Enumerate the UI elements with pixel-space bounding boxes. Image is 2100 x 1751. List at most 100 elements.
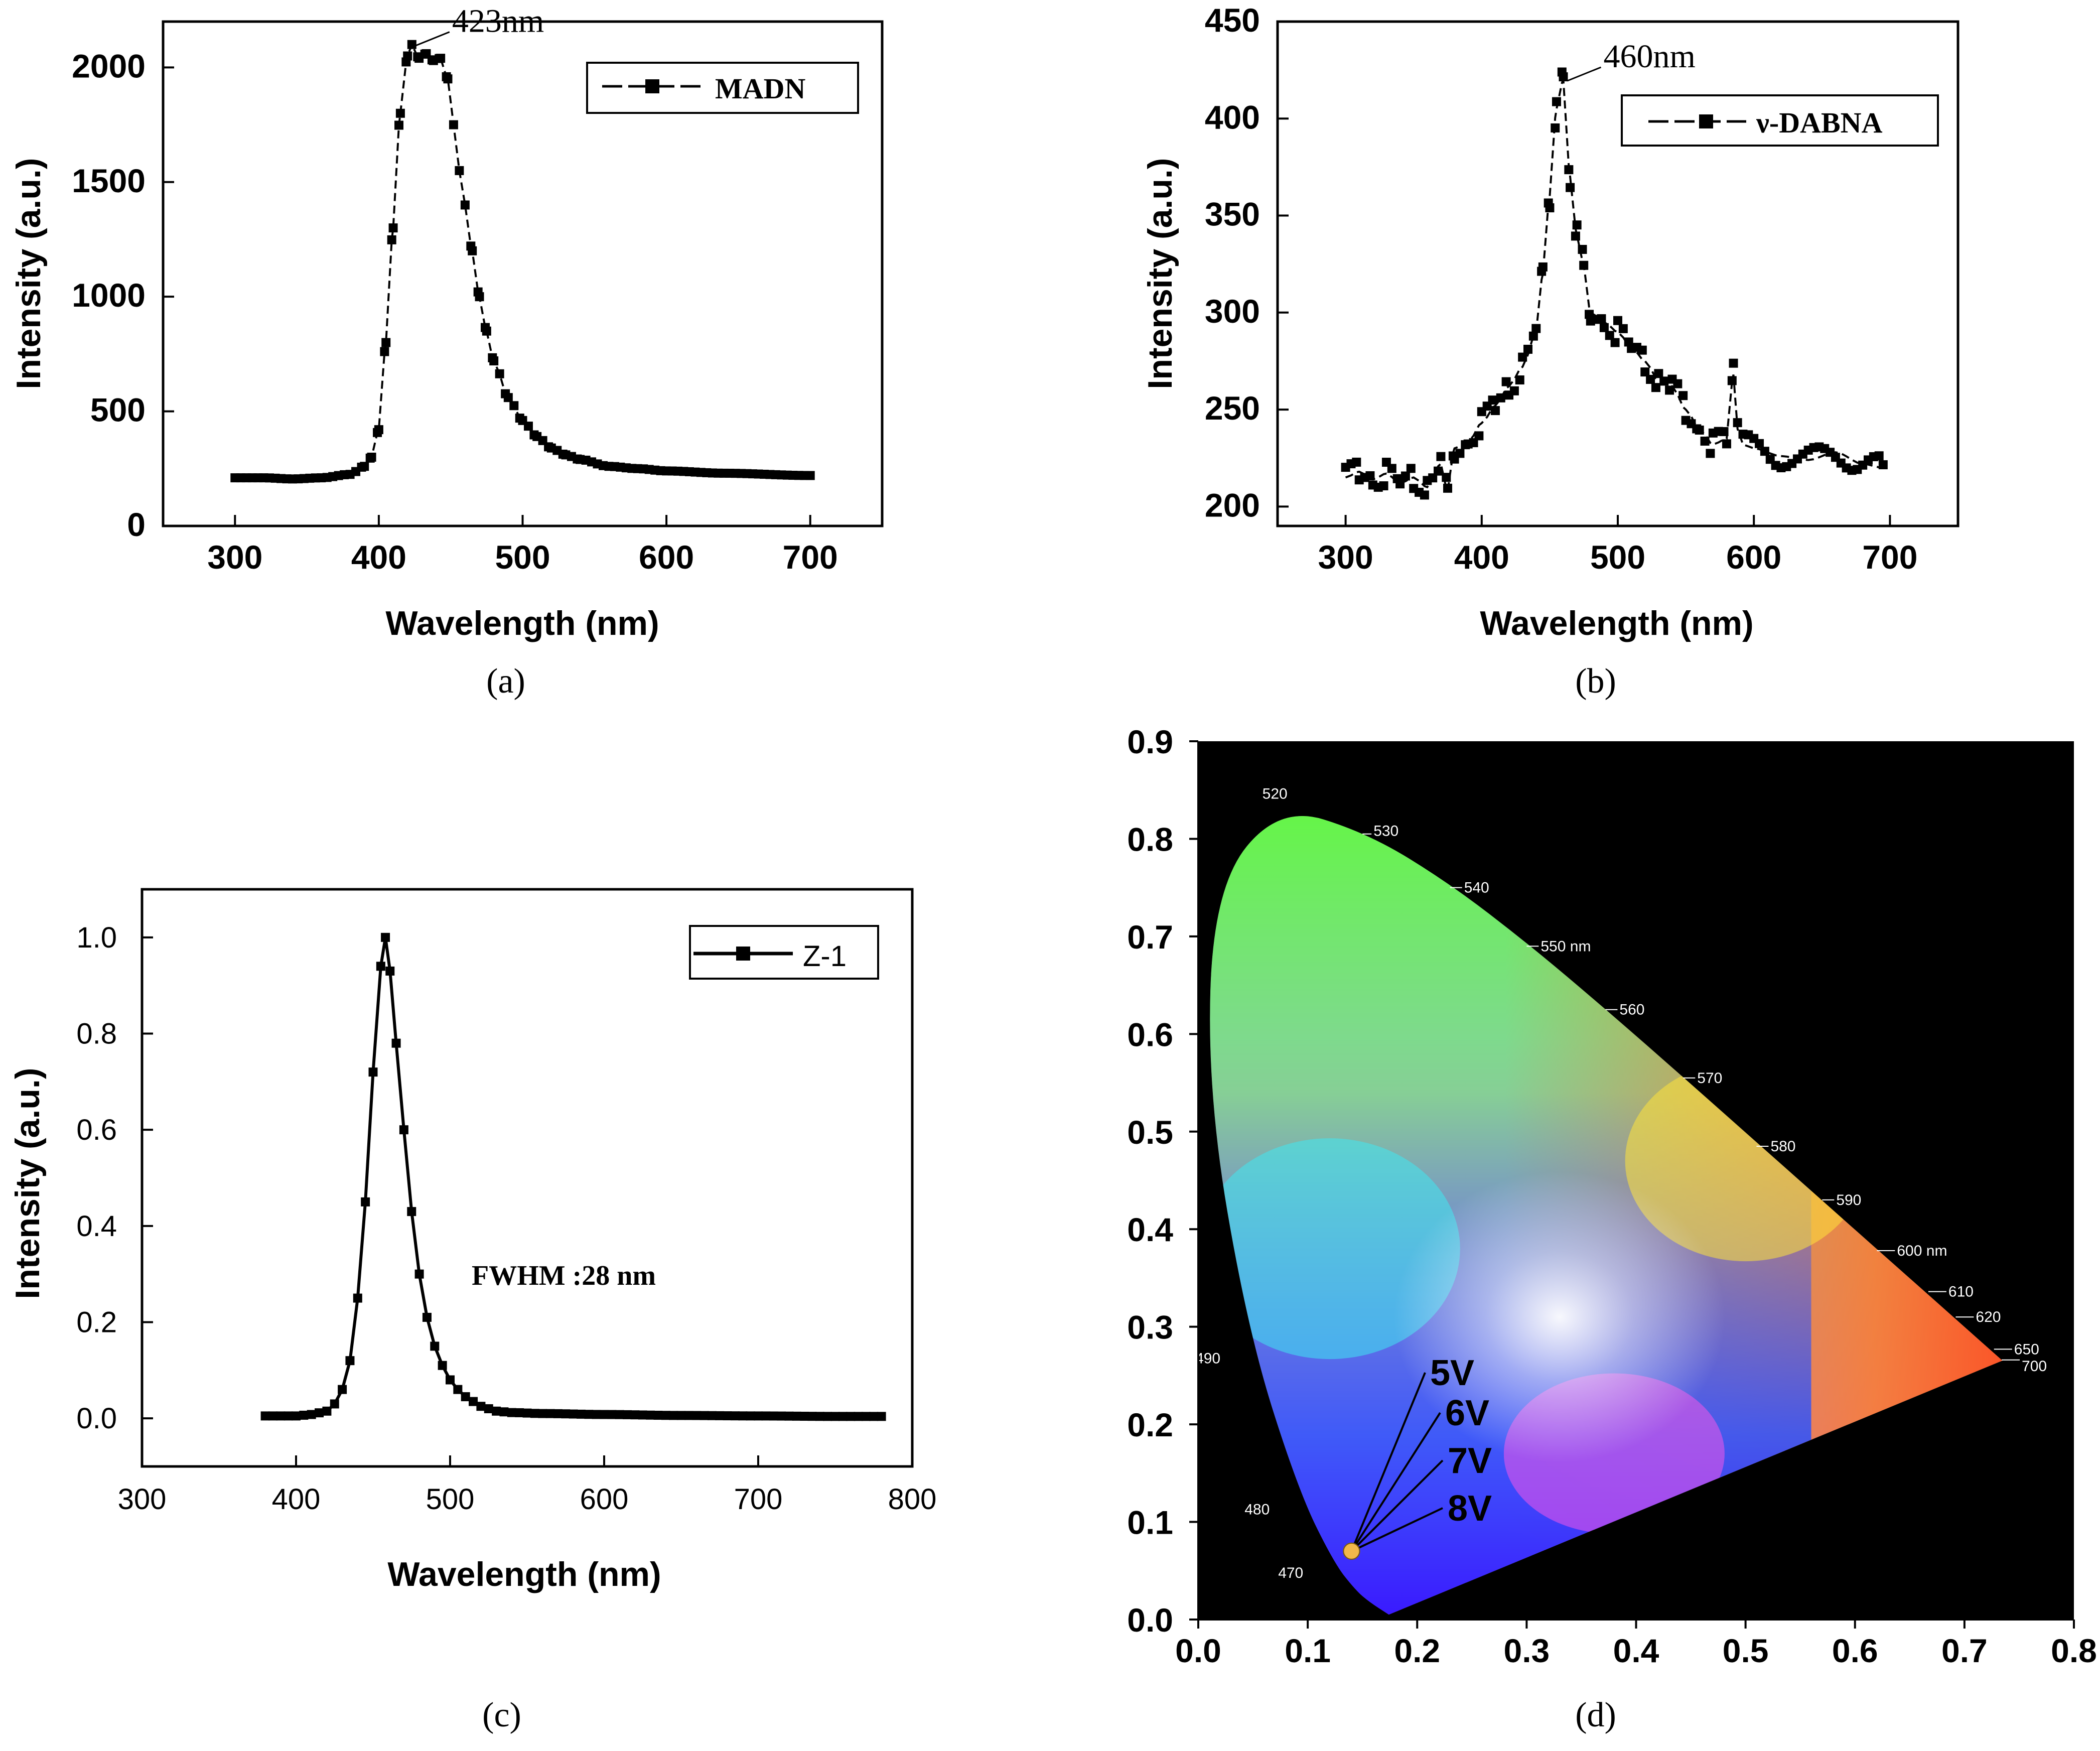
b-data-point: [1365, 471, 1375, 480]
c-data-point: [861, 1412, 871, 1421]
b-data-point: [1496, 393, 1505, 402]
c-data-point: [723, 1411, 732, 1421]
a-data-point: [449, 120, 458, 129]
c-y-tick-label: 0.2: [76, 1306, 117, 1339]
b-data-point: [1566, 183, 1575, 192]
b-data-point: [1469, 438, 1478, 448]
c-data-point: [784, 1411, 794, 1421]
c-data-point: [715, 1411, 725, 1420]
panel-b-legend-marker: [1699, 114, 1713, 128]
panel-c-legend-label: Z-1: [803, 940, 847, 973]
a-data-point: [475, 292, 484, 302]
c-data-point: [330, 1399, 339, 1409]
c-data-point: [553, 1409, 563, 1418]
wavelength-label: 610: [1948, 1284, 1974, 1300]
c-y-tick-label: 0.0: [76, 1402, 117, 1435]
c-data-point: [607, 1410, 617, 1419]
b-y-tick-label: 400: [1205, 98, 1260, 136]
wavelength-label: 520: [1263, 785, 1288, 802]
panel-b-peak-annotation: 460nm: [1604, 38, 1696, 75]
a-data-point: [380, 347, 389, 356]
panel-c-fwhm-annotation: FWHM :28 nm: [472, 1260, 656, 1291]
d-x-tick-label: 0.6: [1832, 1632, 1878, 1669]
b-data-point: [1474, 431, 1484, 441]
b-data-point: [1455, 449, 1465, 458]
a-data-point: [367, 452, 376, 462]
c-data-point: [738, 1411, 748, 1421]
b-data-point: [1646, 374, 1655, 384]
c-data-point: [815, 1412, 824, 1421]
c-data-point: [476, 1402, 486, 1411]
c-data-point: [877, 1412, 886, 1421]
panel-a-chart: 300 400 500 600 700 0 500 1000 1500 2000 423nm MA…: [10, 3, 884, 701]
c-data-point: [361, 1197, 370, 1206]
panel-a-caption: (a): [486, 662, 525, 701]
d-y-tick-label: 0.8: [1127, 821, 1173, 858]
d-x-tick-label: 0.0: [1175, 1632, 1221, 1669]
b-y-tick-label: 250: [1205, 389, 1260, 427]
a-y-tick-label: 1500: [72, 162, 146, 199]
d-x-tick-label: 0.3: [1504, 1632, 1550, 1669]
gamut-white-point-glow: [1393, 1171, 1725, 1463]
c-data-point: [584, 1410, 594, 1419]
a-y-tick-label: 500: [90, 391, 146, 429]
d-y-tick-label: 0.6: [1127, 1016, 1173, 1053]
b-data-point: [1528, 331, 1538, 341]
b-data-point: [1733, 418, 1742, 428]
c-data-point: [407, 1207, 416, 1217]
c-data-point: [530, 1409, 539, 1418]
c-data-point: [345, 1356, 355, 1366]
a-data-point: [489, 356, 499, 366]
b-data-point: [1654, 369, 1663, 378]
c-x-tick-label: 700: [734, 1483, 783, 1516]
panel-c-y-axis-label: Intensity (a.u.): [9, 1068, 47, 1299]
b-y-tick-label: 450: [1205, 2, 1260, 39]
panel-a-y-axis-label: Intensity (a.u.): [10, 158, 48, 389]
b-data-point: [1878, 460, 1888, 470]
b-data-point: [1755, 439, 1764, 448]
panel-c-caption: (c): [482, 1696, 521, 1734]
c-x-tick-label: 600: [580, 1483, 629, 1516]
c-data-point: [676, 1411, 686, 1420]
b-data-point: [1613, 316, 1622, 325]
panel-a-peak-arrow: [415, 31, 450, 47]
c-data-point: [376, 962, 385, 971]
d-y-tick-label: 0.1: [1127, 1504, 1173, 1541]
c-data-point: [430, 1341, 440, 1351]
a-data-point: [455, 166, 464, 175]
c-data-point: [315, 1408, 324, 1418]
b-data-point: [1531, 324, 1541, 333]
c-data-point: [484, 1404, 493, 1413]
b-data-point: [1719, 427, 1729, 436]
panel-d-caption: (d): [1575, 1696, 1616, 1734]
b-data-point: [1436, 452, 1446, 461]
c-data-point: [561, 1409, 571, 1419]
c-data-point: [268, 1411, 277, 1421]
b-x-tick-label: 500: [1590, 538, 1645, 576]
b-data-point: [1729, 358, 1738, 368]
c-data-point: [545, 1409, 555, 1418]
b-data-point: [1406, 464, 1416, 473]
d-x-tick-label: 0.1: [1285, 1632, 1331, 1669]
c-data-point: [276, 1411, 286, 1421]
a-x-tick-label: 500: [495, 538, 550, 576]
a-data-point: [460, 200, 470, 210]
d-x-tick-label: 0.5: [1723, 1632, 1769, 1669]
a-data-point: [503, 393, 513, 402]
a-data-point: [394, 120, 404, 130]
c-data-point: [777, 1411, 786, 1421]
voltage-label: 6V: [1445, 1393, 1489, 1433]
panel-a-peak-annotation: 423nm: [452, 3, 544, 40]
a-x-tick-label: 400: [351, 538, 406, 576]
panel-a-series-points: [230, 40, 815, 484]
b-x-tick-label: 300: [1318, 538, 1373, 576]
panel-c-chart: 300 400 500 600 700 800 0.0 0.2 0.4 0.6 0.8 1.0 Z-1…: [9, 888, 936, 1734]
d-y-tick-label: 0.5: [1127, 1114, 1173, 1151]
a-data-point: [387, 235, 396, 244]
b-x-tick-label: 400: [1454, 538, 1509, 576]
b-y-tick-label: 200: [1205, 486, 1260, 523]
voltage-leader-line: [1350, 1459, 1444, 1552]
